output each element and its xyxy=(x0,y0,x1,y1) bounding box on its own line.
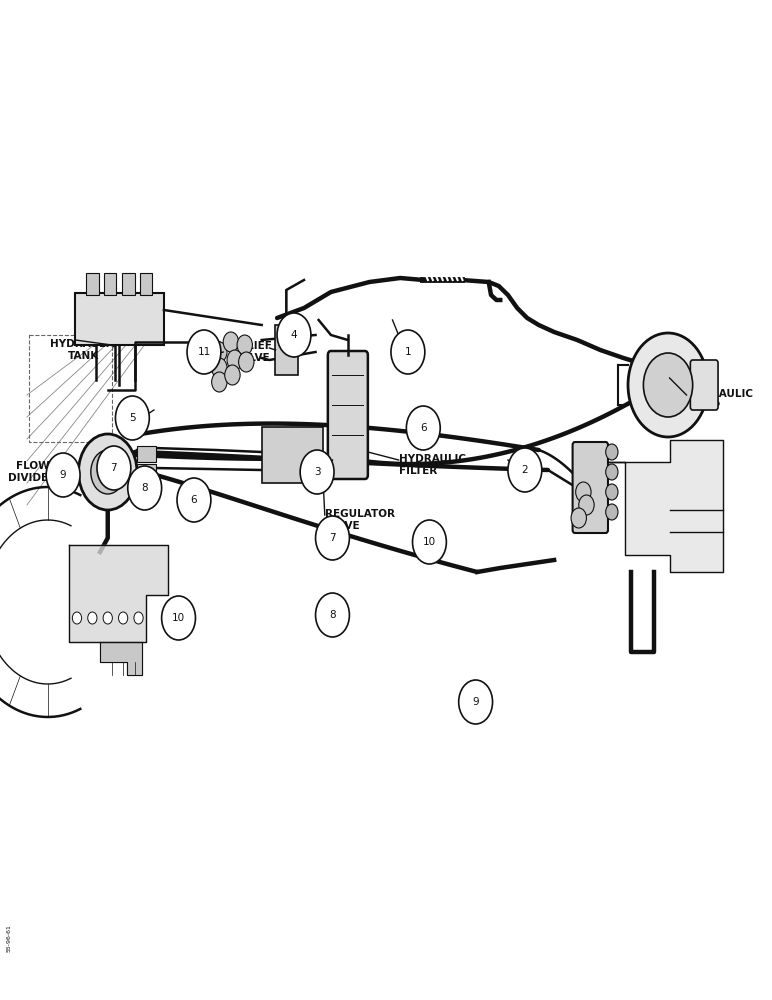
FancyBboxPatch shape xyxy=(86,273,99,295)
Circle shape xyxy=(212,372,227,392)
Text: 8: 8 xyxy=(141,483,148,493)
Circle shape xyxy=(391,330,425,374)
Text: 9: 9 xyxy=(472,697,479,707)
Text: FLOW
DIVIDER: FLOW DIVIDER xyxy=(8,461,56,483)
Circle shape xyxy=(412,520,446,564)
Circle shape xyxy=(579,495,594,515)
Circle shape xyxy=(227,350,242,370)
FancyBboxPatch shape xyxy=(137,446,156,462)
Text: REGULATOR
VALVE: REGULATOR VALVE xyxy=(325,509,394,531)
Text: 4: 4 xyxy=(291,330,297,340)
Circle shape xyxy=(127,466,161,510)
Text: HYDRAULIC
FILTER: HYDRAULIC FILTER xyxy=(398,454,466,476)
Circle shape xyxy=(576,482,591,502)
Text: 6: 6 xyxy=(191,495,198,505)
Text: HYDRAULIC
PUMP: HYDRAULIC PUMP xyxy=(686,389,753,411)
Circle shape xyxy=(103,612,113,624)
Circle shape xyxy=(223,332,239,352)
FancyBboxPatch shape xyxy=(123,273,134,295)
Circle shape xyxy=(116,396,149,440)
Text: 5: 5 xyxy=(129,413,136,423)
Circle shape xyxy=(606,444,618,460)
Circle shape xyxy=(73,612,82,624)
Circle shape xyxy=(508,448,542,492)
FancyBboxPatch shape xyxy=(328,351,368,479)
Circle shape xyxy=(161,596,195,640)
Text: HYDRAULIC
TANK: HYDRAULIC TANK xyxy=(49,339,117,361)
Circle shape xyxy=(459,680,493,724)
Circle shape xyxy=(643,353,692,417)
Circle shape xyxy=(239,352,254,372)
Circle shape xyxy=(606,504,618,520)
Circle shape xyxy=(606,484,618,500)
Circle shape xyxy=(119,612,127,624)
Text: 9: 9 xyxy=(59,470,66,480)
Circle shape xyxy=(177,478,211,522)
Circle shape xyxy=(277,313,311,357)
Circle shape xyxy=(212,358,227,378)
FancyBboxPatch shape xyxy=(690,360,718,410)
FancyBboxPatch shape xyxy=(75,293,164,345)
Circle shape xyxy=(134,612,143,624)
Text: 2: 2 xyxy=(522,465,528,475)
FancyBboxPatch shape xyxy=(275,325,298,375)
Text: 8: 8 xyxy=(329,610,336,620)
Circle shape xyxy=(571,508,587,528)
Text: RELIEF
VALVE: RELIEF VALVE xyxy=(232,341,273,363)
Polygon shape xyxy=(100,642,142,675)
Circle shape xyxy=(212,342,227,362)
Circle shape xyxy=(316,593,350,637)
Text: 6: 6 xyxy=(420,423,427,433)
FancyBboxPatch shape xyxy=(262,427,323,483)
Polygon shape xyxy=(574,440,723,572)
FancyBboxPatch shape xyxy=(573,442,608,533)
Circle shape xyxy=(316,516,350,560)
FancyBboxPatch shape xyxy=(137,482,156,498)
Circle shape xyxy=(97,446,130,490)
Circle shape xyxy=(79,434,137,510)
Text: 11: 11 xyxy=(198,347,211,357)
Circle shape xyxy=(91,450,124,494)
Circle shape xyxy=(406,406,440,450)
Circle shape xyxy=(300,450,334,494)
Text: 3: 3 xyxy=(313,467,320,477)
Text: 7: 7 xyxy=(110,463,117,473)
Polygon shape xyxy=(69,545,168,642)
FancyBboxPatch shape xyxy=(104,273,117,295)
Circle shape xyxy=(237,335,252,355)
Circle shape xyxy=(225,365,240,385)
Text: 55-96-61: 55-96-61 xyxy=(7,924,12,952)
Text: 10: 10 xyxy=(172,613,185,623)
Circle shape xyxy=(187,330,221,374)
Circle shape xyxy=(628,333,708,437)
FancyBboxPatch shape xyxy=(140,273,152,295)
Circle shape xyxy=(88,612,97,624)
Circle shape xyxy=(46,453,80,497)
FancyBboxPatch shape xyxy=(137,464,156,480)
Text: 1: 1 xyxy=(405,347,411,357)
Text: 10: 10 xyxy=(423,537,436,547)
Circle shape xyxy=(606,464,618,480)
Text: 7: 7 xyxy=(329,533,336,543)
